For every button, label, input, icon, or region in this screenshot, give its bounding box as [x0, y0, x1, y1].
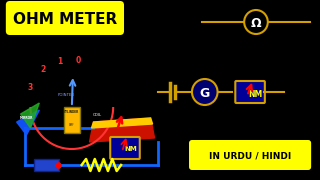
Text: 1: 1	[57, 57, 62, 66]
Bar	[64, 107, 80, 133]
Circle shape	[244, 10, 268, 34]
FancyBboxPatch shape	[235, 81, 265, 103]
Polygon shape	[92, 118, 153, 128]
Text: MIRROR: MIRROR	[20, 116, 33, 120]
FancyBboxPatch shape	[6, 1, 124, 35]
Polygon shape	[90, 118, 155, 142]
Text: 2: 2	[41, 66, 46, 75]
Text: COIL: COIL	[93, 113, 102, 117]
Text: 0: 0	[76, 56, 81, 65]
Text: G: G	[200, 87, 210, 100]
Polygon shape	[17, 110, 39, 135]
Text: 3: 3	[27, 83, 33, 92]
Text: POINTER: POINTER	[57, 93, 75, 97]
FancyBboxPatch shape	[189, 140, 311, 170]
Text: NM: NM	[248, 89, 262, 98]
Text: IN URDU / HINDI: IN URDU / HINDI	[209, 152, 291, 161]
Text: OHM METER: OHM METER	[13, 12, 117, 26]
Polygon shape	[20, 103, 39, 128]
FancyBboxPatch shape	[110, 137, 140, 159]
Text: CYLINDER: CYLINDER	[64, 110, 79, 114]
Circle shape	[192, 79, 218, 105]
Text: NM: NM	[124, 146, 137, 152]
Text: EMF: EMF	[69, 123, 75, 127]
Text: Ω: Ω	[251, 17, 261, 30]
Bar	[34, 159, 59, 171]
